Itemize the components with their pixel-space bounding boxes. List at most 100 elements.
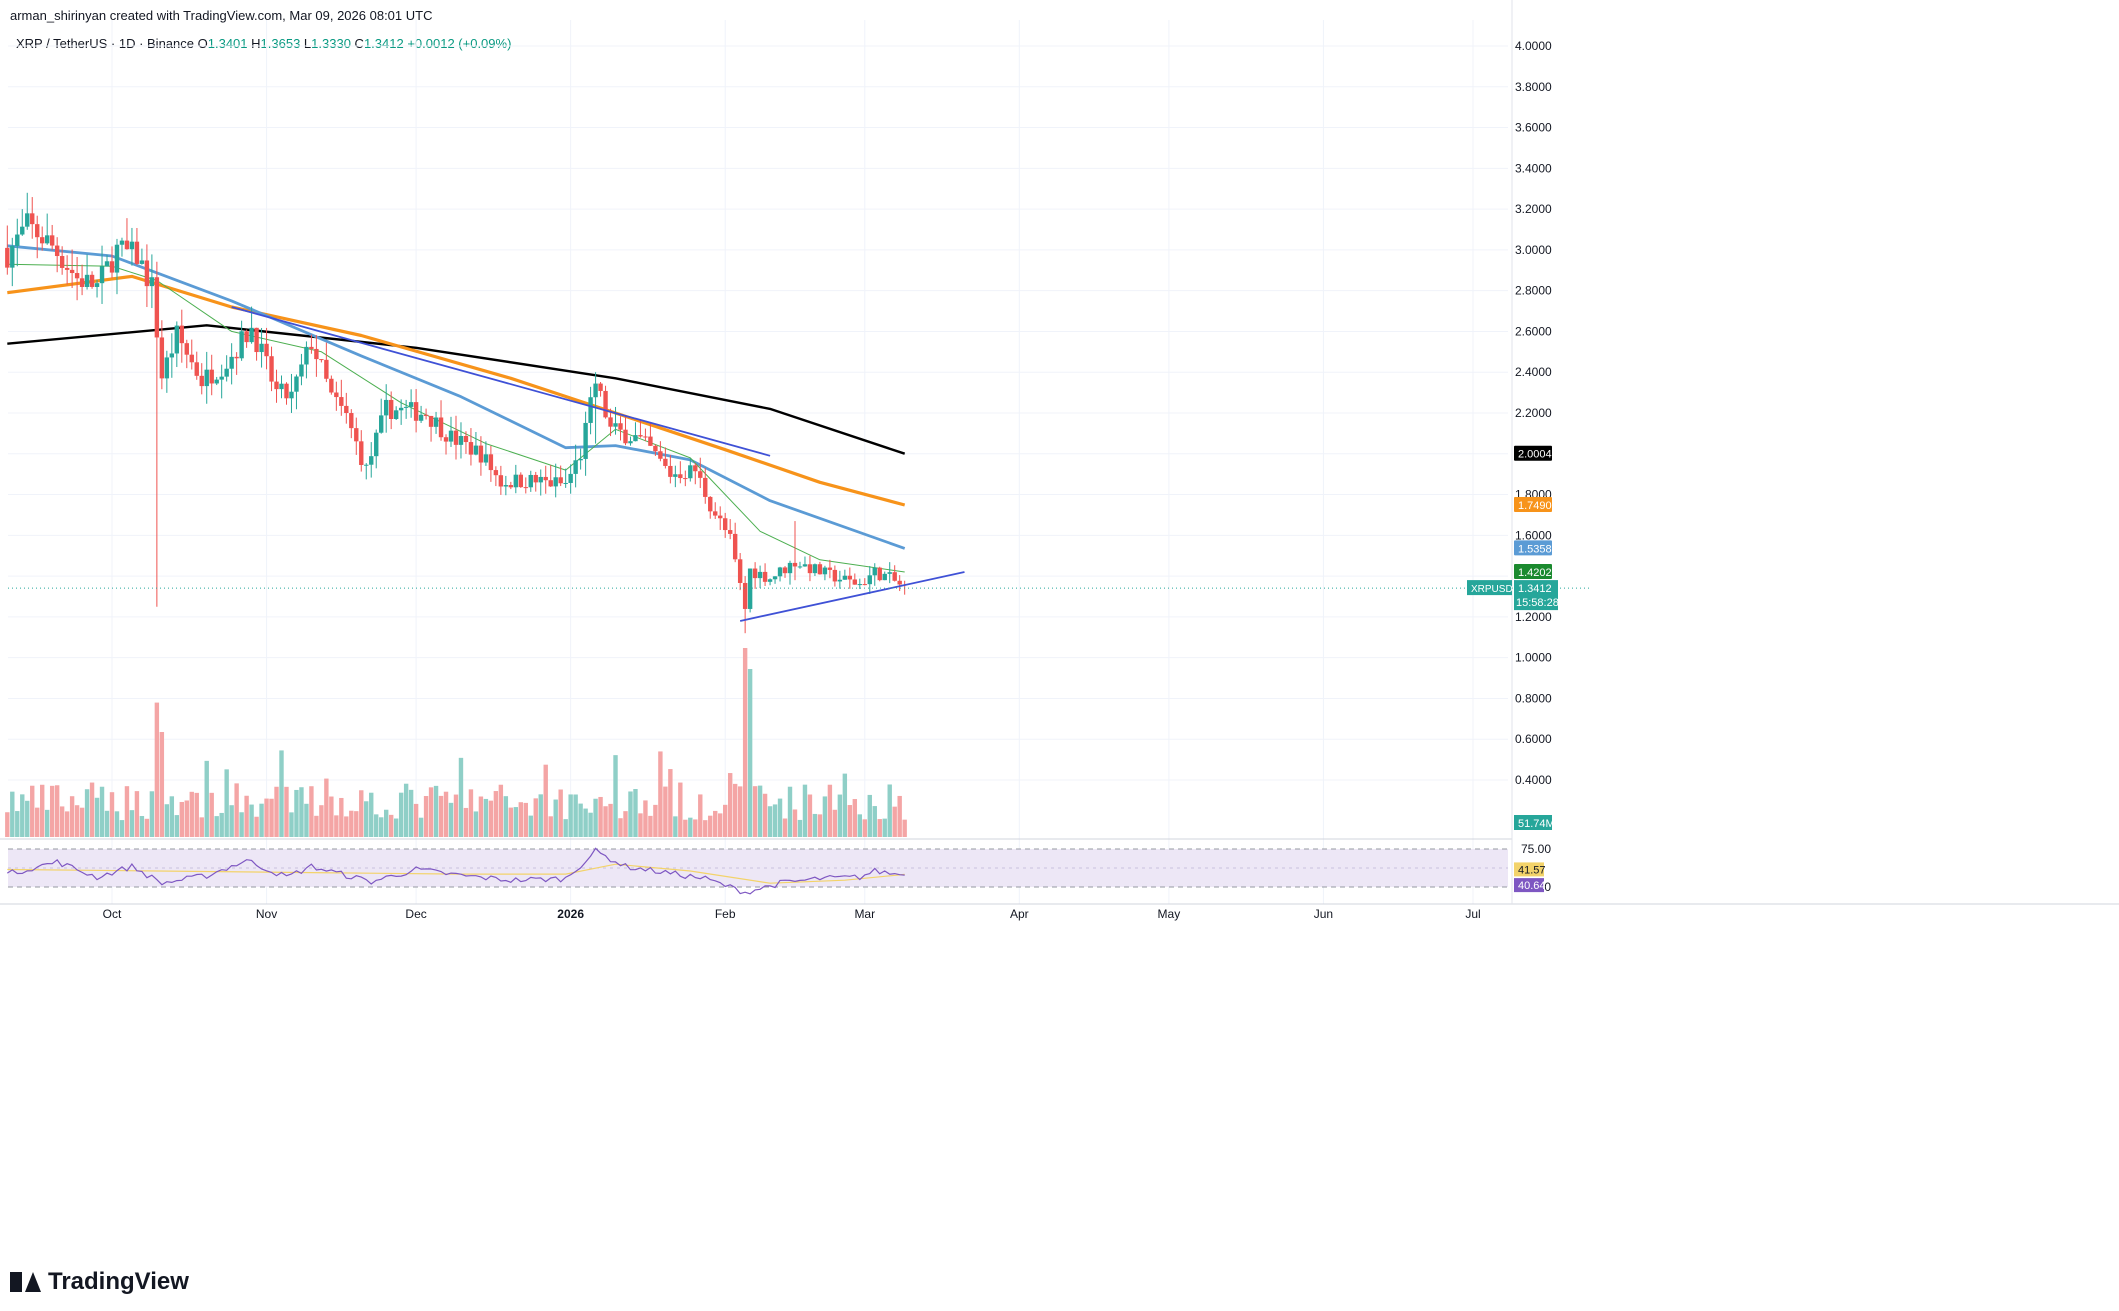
price-tick-label: 0.4000	[1515, 773, 1552, 787]
candle-body	[458, 435, 464, 445]
candle-body	[249, 327, 254, 343]
volume-bar	[877, 819, 882, 837]
volume-bar	[718, 813, 723, 837]
volume-bar	[807, 794, 813, 837]
candle-body	[678, 474, 683, 479]
candle-body	[473, 445, 479, 455]
volume-bar	[703, 820, 708, 837]
volume-bar	[583, 808, 588, 837]
volume-bar	[314, 815, 319, 837]
volume-bar	[897, 795, 902, 837]
volume-bar	[379, 817, 384, 837]
candle-body	[827, 567, 833, 570]
volume-bar	[5, 812, 10, 837]
candle-body	[64, 267, 70, 270]
rsi-tag: 40.64	[1514, 878, 1546, 893]
volume-bar	[129, 810, 135, 837]
volume-bar	[827, 784, 833, 837]
candle-body	[508, 485, 514, 488]
low-value: 1.3330	[311, 36, 351, 51]
rsi-line	[6, 847, 905, 895]
candle-body	[324, 359, 329, 379]
moving-averages	[7, 244, 906, 573]
rsi-level-label: 75.00	[1521, 842, 1551, 856]
volume-bar	[902, 819, 907, 837]
volume-bar	[757, 785, 763, 837]
candle-body	[887, 572, 892, 574]
candle-body	[727, 530, 733, 534]
candle-body	[40, 237, 45, 244]
trendline-falling-resistance	[231, 306, 771, 457]
volume-bar	[693, 819, 698, 837]
volume-bar	[653, 804, 658, 837]
volume-bar	[668, 769, 673, 837]
candle-body	[767, 579, 773, 582]
volume-bar	[578, 803, 583, 837]
last-price-text: 1.3412	[1518, 583, 1552, 595]
candle-body	[74, 273, 80, 279]
candle-body	[364, 464, 369, 466]
candle-body	[857, 584, 863, 586]
rsi-tag-text: 40.64	[1518, 880, 1546, 892]
candle-body	[742, 582, 748, 609]
candle-body	[269, 356, 274, 382]
volume-bar	[334, 815, 339, 837]
candle-body	[109, 261, 115, 273]
volume-bar	[89, 782, 95, 837]
volume-bar	[119, 820, 125, 837]
volume-bar	[832, 809, 838, 837]
candle-body	[862, 584, 867, 586]
volume-bar	[882, 818, 887, 837]
volume-bar	[438, 795, 444, 837]
volume-bar	[124, 786, 130, 837]
ma-price-tag: 1.4202	[1514, 563, 1552, 579]
volume-bar	[229, 805, 234, 837]
volume-bar	[364, 801, 369, 837]
candle-body	[418, 414, 424, 421]
candle-body	[503, 485, 509, 487]
ma-price-tag-text: 1.4202	[1518, 567, 1552, 579]
volume-bar	[393, 818, 399, 837]
volume-bar	[304, 803, 309, 837]
price-tick-label: 2.4000	[1515, 365, 1552, 379]
candlesticks	[5, 192, 907, 634]
volume-bar	[239, 812, 244, 837]
candle-body	[20, 226, 25, 235]
candle-body	[777, 567, 783, 577]
candle-body	[403, 406, 409, 408]
candle-body	[483, 454, 489, 463]
candle-body	[194, 362, 199, 376]
ma-price-tag: 1.5358	[1514, 540, 1552, 556]
volume-bar	[309, 786, 314, 837]
open-value: 1.3401	[207, 36, 248, 51]
volume-bar	[349, 810, 354, 837]
symbol-label[interactable]: XRP / TetherUS · 1D · Binance	[16, 36, 194, 51]
candle-body	[478, 445, 484, 463]
candle-body	[359, 441, 364, 465]
candle-body	[284, 383, 289, 399]
volume-bar	[408, 789, 414, 837]
candle-body	[354, 428, 359, 442]
volume-bar	[568, 794, 573, 837]
volume-bar	[114, 811, 120, 837]
volume-bar	[164, 804, 170, 837]
volume-bar	[817, 814, 823, 837]
candle-body	[114, 244, 120, 273]
candle-body	[792, 562, 798, 567]
volume-bar	[134, 791, 140, 837]
candle-body	[648, 436, 653, 446]
price-tick-label: 3.2000	[1515, 202, 1552, 216]
volume-bar	[398, 792, 404, 837]
candle-body	[558, 477, 563, 484]
volume-bar	[59, 806, 65, 837]
ma-price-tag: 1.7490	[1514, 496, 1552, 512]
trendlines	[8, 306, 1592, 622]
volume-bar	[767, 806, 773, 837]
volume-bar	[598, 796, 603, 837]
volume-bar	[777, 798, 783, 837]
price-tick-label: 2.8000	[1515, 284, 1552, 298]
volume-bar	[538, 794, 543, 837]
volume-bar	[548, 816, 553, 837]
candle-body	[548, 480, 553, 487]
